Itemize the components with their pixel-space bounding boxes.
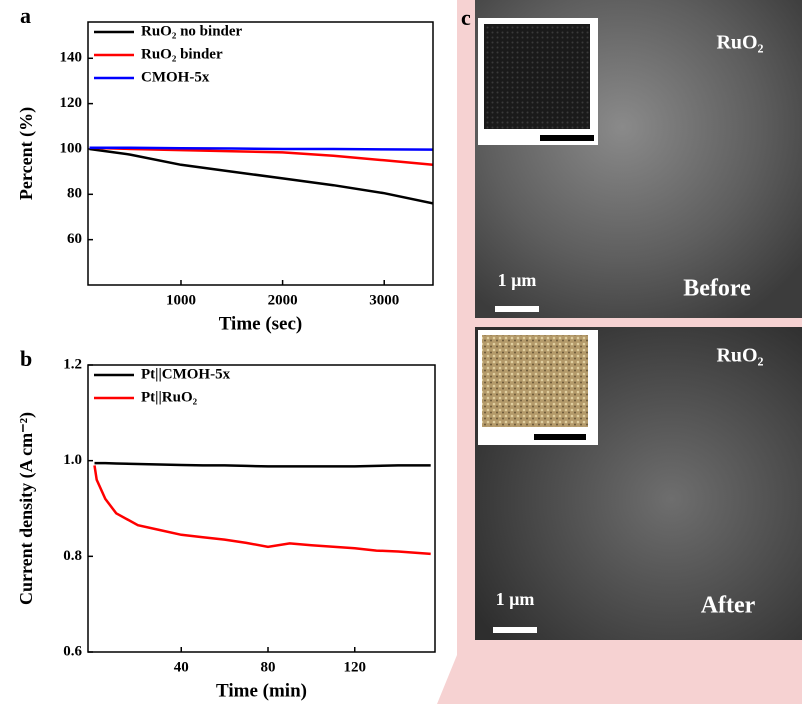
x-tick-label: 120 xyxy=(344,659,367,675)
chart: a 60 80 100 120 140 1000 2000 3000 Time (sec) Perc… xyxy=(16,3,433,334)
y-axis-label: Percent (%) xyxy=(16,107,37,200)
y-tick-label: 60 xyxy=(67,231,82,247)
inset-photo xyxy=(484,24,590,129)
legend-label: Pt||RuO₂ xyxy=(141,389,198,405)
scale-bar xyxy=(495,306,539,312)
plot-frame xyxy=(88,22,433,285)
figure: c RuO₂ 1 µm Before RuO₂ 1 µm After a 60 80… xyxy=(0,0,802,704)
y-tick-label: 120 xyxy=(60,95,83,111)
x-tick-label: 2000 xyxy=(268,292,298,308)
x-axis-label: Time (sec) xyxy=(219,313,303,334)
y-tick-label: 100 xyxy=(60,140,83,156)
plot-frame xyxy=(88,365,435,652)
y-tick-label: 1.0 xyxy=(63,452,82,468)
x-tick-label: 40 xyxy=(174,659,189,675)
legend-label: RuO₂ no binder xyxy=(141,23,243,39)
y-tick-label: 80 xyxy=(67,186,82,202)
chart: b 0.6 0.8 1.0 1.2 40 80 120 Time (min) Current de… xyxy=(16,346,435,701)
legend-label: RuO₂ binder xyxy=(141,46,223,62)
x-axis-label: Time (min) xyxy=(216,680,307,701)
scale-bar xyxy=(493,627,537,633)
legend-label: CMOH-5x xyxy=(141,69,210,85)
inset-photo xyxy=(482,335,588,427)
y-tick-label: 0.8 xyxy=(63,548,82,564)
panel-label: b xyxy=(20,346,32,371)
y-tick-label: 1.2 xyxy=(63,356,82,372)
scale-label: 1 µm xyxy=(496,589,535,609)
scale-label: 1 µm xyxy=(498,270,537,290)
y-axis-label: Current density (A cm⁻²) xyxy=(16,412,37,605)
legend-label: Pt||CMOH-5x xyxy=(141,366,231,382)
panel-label: c xyxy=(461,5,471,30)
inset-scale-bar xyxy=(540,135,594,141)
state-label: After xyxy=(701,593,756,619)
panel-label: a xyxy=(20,3,31,28)
line xyxy=(95,463,431,466)
state-label: Before xyxy=(683,276,751,302)
material-label: RuO₂ xyxy=(716,32,763,54)
x-tick-label: 3000 xyxy=(369,292,399,308)
line xyxy=(90,149,434,203)
line xyxy=(95,465,431,554)
y-tick-label: 140 xyxy=(60,50,83,66)
x-tick-label: 1000 xyxy=(166,292,196,308)
y-tick-label: 0.6 xyxy=(63,643,82,659)
x-tick-label: 80 xyxy=(261,659,276,675)
inset-scale-bar xyxy=(534,434,586,440)
panel-c: c RuO₂ 1 µm Before RuO₂ 1 µm After xyxy=(437,0,802,704)
material-label: RuO₂ xyxy=(716,345,763,367)
